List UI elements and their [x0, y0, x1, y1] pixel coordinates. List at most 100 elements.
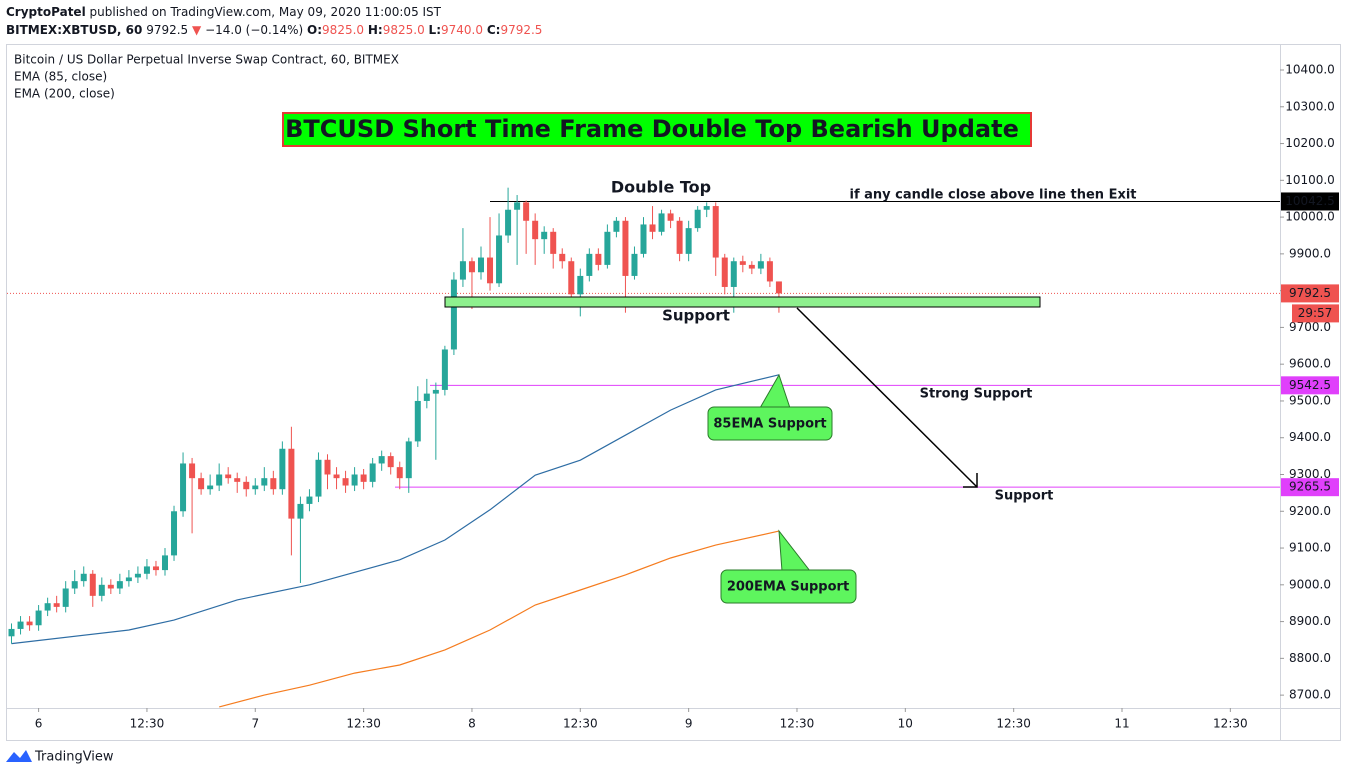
price-tag	[1281, 192, 1339, 211]
candle-body	[378, 456, 385, 464]
candle-body	[441, 349, 448, 390]
legend-entry: EMA (85, close)	[14, 70, 107, 84]
candle-body	[775, 281, 782, 294]
candle-body	[622, 220, 629, 276]
callout	[707, 406, 833, 441]
candle-body	[71, 581, 78, 589]
candle-body	[387, 456, 394, 468]
x-tick-label: 10	[898, 717, 913, 731]
price-tag-label: 9542.5	[1289, 378, 1331, 392]
candle-body	[207, 485, 214, 490]
x-tick-label: 12:30	[780, 717, 815, 731]
candle-body	[26, 621, 33, 626]
price-tag-label: 10042.5	[1285, 194, 1335, 208]
candle-body	[243, 481, 250, 490]
ema-line	[219, 530, 780, 708]
candle-body	[225, 474, 232, 479]
candle-body	[306, 496, 313, 504]
candle-body	[523, 202, 530, 221]
annotation: Double Top	[611, 178, 711, 197]
candle-body	[369, 463, 376, 482]
y-tick-label: 9200.0	[1289, 504, 1331, 518]
candle-body	[414, 400, 421, 442]
candle-body	[342, 478, 349, 486]
y-tick-label: 8700.0	[1289, 688, 1331, 702]
candle-body	[532, 220, 539, 240]
candle-body	[152, 566, 159, 571]
arrow	[796, 307, 978, 488]
callout	[720, 569, 857, 604]
candle-body	[766, 261, 773, 282]
candle-body	[8, 628, 15, 637]
candle-body	[125, 577, 132, 582]
candle-body	[297, 503, 304, 519]
candle-body	[116, 581, 123, 589]
candle-body	[432, 389, 439, 394]
candle-body	[171, 511, 178, 556]
last-price: 9792.5	[146, 23, 188, 37]
ohlc-value: 9825.0	[322, 23, 364, 37]
y-tick-label: 9900.0	[1289, 246, 1331, 260]
candle-body	[703, 206, 710, 210]
candle-body	[712, 206, 719, 258]
title-box	[282, 112, 1032, 147]
annotation: Support	[995, 489, 1054, 504]
y-tick-label: 8800.0	[1289, 651, 1331, 665]
x-tick-label: 12:30	[130, 717, 165, 731]
candle-body	[288, 448, 295, 519]
ohlc-value: 9740.0	[441, 23, 483, 37]
candle-body	[459, 261, 466, 280]
candle-body	[649, 224, 656, 232]
candle-body	[107, 584, 114, 589]
ohlc-value: 9825.0	[383, 23, 425, 37]
logo	[6, 750, 32, 762]
ema-line	[11, 374, 780, 645]
candle-body	[748, 264, 755, 269]
y-tick-label: 10300.0	[1285, 99, 1335, 113]
candle-body	[360, 474, 367, 482]
support-zone	[444, 296, 1041, 308]
candle-body	[685, 228, 692, 254]
header-line: CryptoPatel published on TradingView.com…	[6, 5, 442, 19]
candle-body	[180, 463, 187, 512]
x-tick-label: 8	[468, 717, 476, 731]
symbol: BITMEX:XBTUSD, 60	[6, 23, 142, 37]
candle-body	[89, 573, 96, 596]
candle-body	[568, 261, 575, 295]
candle-body	[324, 459, 331, 475]
candle-body	[595, 253, 602, 265]
y-tick-label: 9700.0	[1289, 320, 1331, 334]
symbol-line: BITMEX:XBTUSD, 60 9792.5 ▼ −14.0 (−0.14%…	[6, 23, 542, 37]
x-tick-label: 12:30	[563, 717, 598, 731]
x-tick-label: 12:30	[1213, 717, 1248, 731]
candle-body	[423, 393, 430, 401]
x-tick-label: 9	[685, 717, 693, 731]
candle-body	[216, 474, 223, 486]
y-tick-label: 10000.0	[1285, 210, 1335, 224]
candle-body	[577, 275, 584, 295]
candle-body	[739, 261, 746, 265]
candle-body	[613, 220, 620, 232]
candle-body	[198, 478, 205, 490]
change: −14.0 (−0.14%)	[205, 23, 303, 37]
ohlc-key: O:	[307, 23, 322, 37]
x-tick-label: 12:30	[346, 717, 381, 731]
annotation: 85EMA Support	[713, 417, 826, 432]
price-tag-label: 9265.5	[1289, 480, 1331, 494]
candle-body	[505, 209, 512, 236]
candle-body	[161, 555, 168, 571]
candle-body	[279, 448, 286, 490]
ohlc-key: C:	[487, 23, 501, 37]
y-tick-label: 9400.0	[1289, 430, 1331, 444]
y-tick-label: 9100.0	[1289, 541, 1331, 555]
y-tick-label: 10100.0	[1285, 173, 1335, 187]
candle-body	[450, 279, 457, 350]
candle-body	[270, 478, 277, 490]
candle-body	[676, 220, 683, 254]
y-tick-label: 9600.0	[1289, 357, 1331, 371]
candle-body	[514, 202, 521, 210]
y-tick-label: 8900.0	[1289, 614, 1331, 628]
candle-body	[17, 621, 24, 629]
ohlc-key: L:	[429, 23, 441, 37]
